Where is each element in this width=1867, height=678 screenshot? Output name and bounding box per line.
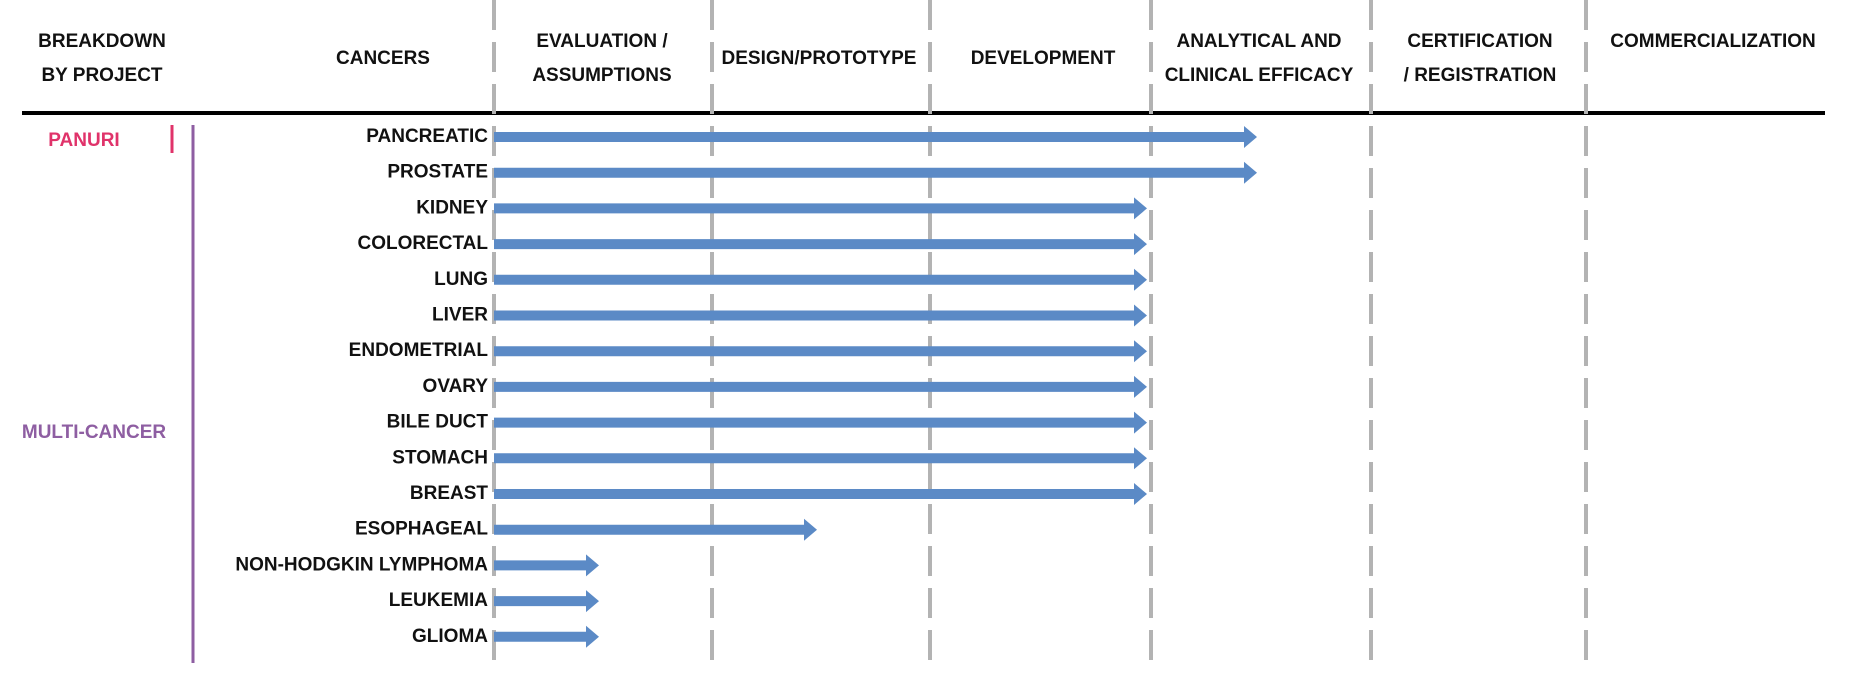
column-header: ANALYTICAL AND CLINICAL EFFICACY [1165, 31, 1354, 86]
column-header: DESIGN/PROTOTYPE [722, 48, 917, 69]
progress-arrow [494, 411, 1147, 434]
cancer-label: OVARY [423, 376, 489, 397]
cancer-label: ENDOMETRIAL [349, 340, 489, 361]
progress-arrow [494, 197, 1147, 220]
cancer-label: PANCREATIC [366, 126, 488, 147]
column-header: EVALUATION / ASSUMPTIONS [532, 31, 671, 86]
progress-arrow [494, 447, 1147, 470]
progress-arrow [494, 518, 817, 541]
progress-arrow [494, 590, 599, 613]
column-header: COMMERCIALIZATION [1610, 31, 1815, 52]
column-header: CANCERS [336, 48, 430, 69]
cancer-label: PROSTATE [387, 162, 488, 183]
cancer-label: NON-HODGKIN LYMPHOMA [235, 554, 488, 575]
cancer-label: BILE DUCT [387, 412, 489, 433]
project-label: MULTI-CANCER [22, 422, 167, 443]
cancer-label: GLIOMA [412, 626, 488, 647]
progress-arrow [494, 233, 1147, 256]
progress-arrow [494, 375, 1147, 398]
progress-arrow [494, 304, 1147, 327]
column-header: DEVELOPMENT [971, 48, 1116, 69]
progress-arrow [494, 126, 1257, 148]
cancer-label: ESOPHAGEAL [355, 519, 488, 540]
cancer-label: BREAST [410, 483, 489, 504]
progress-arrow [494, 554, 599, 577]
project-label: PANURI [48, 130, 119, 151]
progress-arrow [494, 161, 1257, 184]
column-header: CERTIFICATION / REGISTRATION [1404, 31, 1557, 86]
progress-arrow [494, 483, 1147, 505]
cancer-label: LEUKEMIA [389, 590, 489, 611]
cancer-label: LUNG [434, 269, 488, 290]
column-header: BREAKDOWN BY PROJECT [38, 31, 166, 86]
cancer-label: COLORECTAL [357, 233, 488, 254]
progress-arrow [494, 340, 1147, 363]
cancer-label: KIDNEY [416, 197, 488, 218]
progress-arrow [494, 625, 599, 648]
cancer-label: LIVER [432, 305, 488, 326]
progress-arrow [494, 268, 1147, 291]
cancer-label: STOMACH [392, 447, 488, 468]
